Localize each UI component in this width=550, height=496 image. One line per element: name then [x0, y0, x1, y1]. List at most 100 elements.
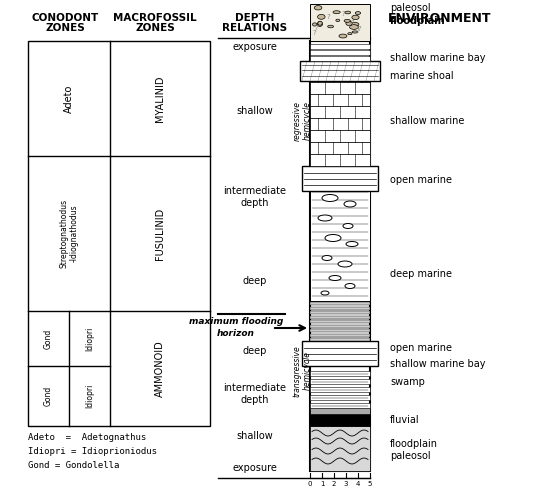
- Text: 0: 0: [308, 481, 312, 487]
- Bar: [310, 56, 370, 61]
- Text: Idiopri = Idioprioniodus: Idiopri = Idioprioniodus: [28, 447, 157, 456]
- Bar: [310, 371, 370, 376]
- Text: transgressive
hemicycle: transgressive hemicycle: [292, 345, 312, 397]
- Text: Streptognathodus
-Idiognathodus: Streptognathodus -Idiognathodus: [59, 199, 79, 268]
- Ellipse shape: [318, 21, 322, 25]
- Text: 5: 5: [368, 481, 372, 487]
- Bar: [310, 329, 370, 332]
- Text: ZONES: ZONES: [135, 23, 175, 33]
- Ellipse shape: [346, 242, 358, 247]
- Text: Gond: Gond: [44, 328, 53, 349]
- Bar: [310, 387, 370, 392]
- Bar: [310, 311, 370, 314]
- Bar: [310, 44, 370, 49]
- Text: paleosol: paleosol: [390, 451, 431, 461]
- Ellipse shape: [349, 25, 359, 29]
- Text: Adeto: Adeto: [64, 84, 74, 113]
- Text: MYALINID: MYALINID: [155, 75, 165, 122]
- Bar: [310, 142, 370, 154]
- Text: ?: ?: [341, 11, 345, 17]
- Text: horizon: horizon: [217, 328, 255, 337]
- Bar: [310, 302, 370, 305]
- Text: maximum flooding: maximum flooding: [189, 316, 283, 325]
- Bar: [310, 106, 370, 118]
- Text: Gond: Gond: [44, 386, 53, 406]
- Text: ?: ?: [314, 25, 318, 31]
- Bar: [302, 166, 378, 191]
- Bar: [310, 130, 370, 142]
- Ellipse shape: [336, 19, 340, 21]
- Text: floodplain: floodplain: [390, 439, 438, 449]
- Ellipse shape: [345, 284, 355, 289]
- Text: deep: deep: [243, 346, 267, 356]
- Ellipse shape: [345, 11, 350, 14]
- Text: 4: 4: [356, 481, 360, 487]
- Bar: [310, 324, 370, 327]
- Text: ZONES: ZONES: [45, 23, 85, 33]
- Text: exposure: exposure: [233, 42, 277, 52]
- Text: exposure: exposure: [233, 463, 277, 473]
- Text: depth: depth: [241, 395, 270, 405]
- Text: regressive
hemicycle: regressive hemicycle: [292, 101, 312, 141]
- Text: Adeto  =  Adetognathus: Adeto = Adetognathus: [28, 434, 146, 442]
- Bar: [310, 338, 370, 341]
- Ellipse shape: [339, 34, 347, 38]
- Text: swamp: swamp: [390, 377, 425, 387]
- Bar: [310, 4, 370, 41]
- Text: ?: ?: [312, 30, 316, 37]
- Bar: [310, 408, 370, 414]
- Ellipse shape: [314, 5, 322, 10]
- Text: ?: ?: [357, 26, 361, 32]
- Text: CONODONT: CONODONT: [31, 13, 98, 23]
- Bar: [310, 191, 370, 301]
- Ellipse shape: [352, 15, 359, 19]
- Bar: [302, 341, 378, 366]
- Ellipse shape: [321, 291, 329, 295]
- Ellipse shape: [317, 22, 322, 26]
- Ellipse shape: [318, 215, 332, 221]
- Bar: [310, 154, 370, 166]
- Text: Idiopri: Idiopri: [85, 326, 94, 351]
- Ellipse shape: [344, 19, 350, 22]
- Bar: [310, 379, 370, 384]
- Text: depth: depth: [241, 198, 270, 208]
- Ellipse shape: [355, 11, 361, 14]
- Text: shallow marine bay: shallow marine bay: [390, 359, 486, 369]
- Bar: [310, 426, 370, 471]
- Bar: [310, 333, 370, 336]
- Text: deep marine: deep marine: [390, 269, 452, 279]
- Bar: [310, 315, 370, 318]
- Text: Gond = Gondolella: Gond = Gondolella: [28, 461, 119, 471]
- Ellipse shape: [325, 235, 341, 242]
- Ellipse shape: [329, 275, 341, 281]
- Text: shallow marine: shallow marine: [390, 116, 464, 126]
- Text: paleosol: paleosol: [390, 3, 431, 13]
- Text: shallow: shallow: [236, 106, 273, 116]
- Text: ?: ?: [350, 20, 354, 26]
- Text: RELATIONS: RELATIONS: [222, 23, 288, 33]
- Text: 2: 2: [332, 481, 336, 487]
- Ellipse shape: [343, 224, 353, 229]
- Text: fluvial: fluvial: [390, 415, 420, 425]
- Bar: [310, 414, 370, 426]
- Text: Idiopri: Idiopri: [85, 384, 94, 408]
- Text: 3: 3: [344, 481, 348, 487]
- Ellipse shape: [338, 261, 352, 267]
- Bar: [310, 395, 370, 400]
- Text: open marine: open marine: [390, 343, 452, 353]
- Ellipse shape: [322, 255, 332, 260]
- Text: FUSULINID: FUSULINID: [155, 207, 165, 259]
- Bar: [310, 50, 370, 55]
- Text: intermediate: intermediate: [223, 383, 287, 393]
- Text: MACROFOSSIL: MACROFOSSIL: [113, 13, 197, 23]
- Ellipse shape: [348, 33, 352, 35]
- Text: intermediate: intermediate: [223, 186, 287, 196]
- Text: ENVIRONMENT: ENVIRONMENT: [388, 11, 492, 24]
- Text: ?: ?: [355, 28, 359, 34]
- Text: shallow: shallow: [236, 431, 273, 441]
- Text: AMMONOID: AMMONOID: [155, 340, 165, 397]
- Text: DEPTH: DEPTH: [235, 13, 274, 23]
- Text: shallow marine bay: shallow marine bay: [390, 53, 486, 63]
- Bar: [310, 81, 370, 82]
- Text: marine shoal: marine shoal: [390, 71, 454, 81]
